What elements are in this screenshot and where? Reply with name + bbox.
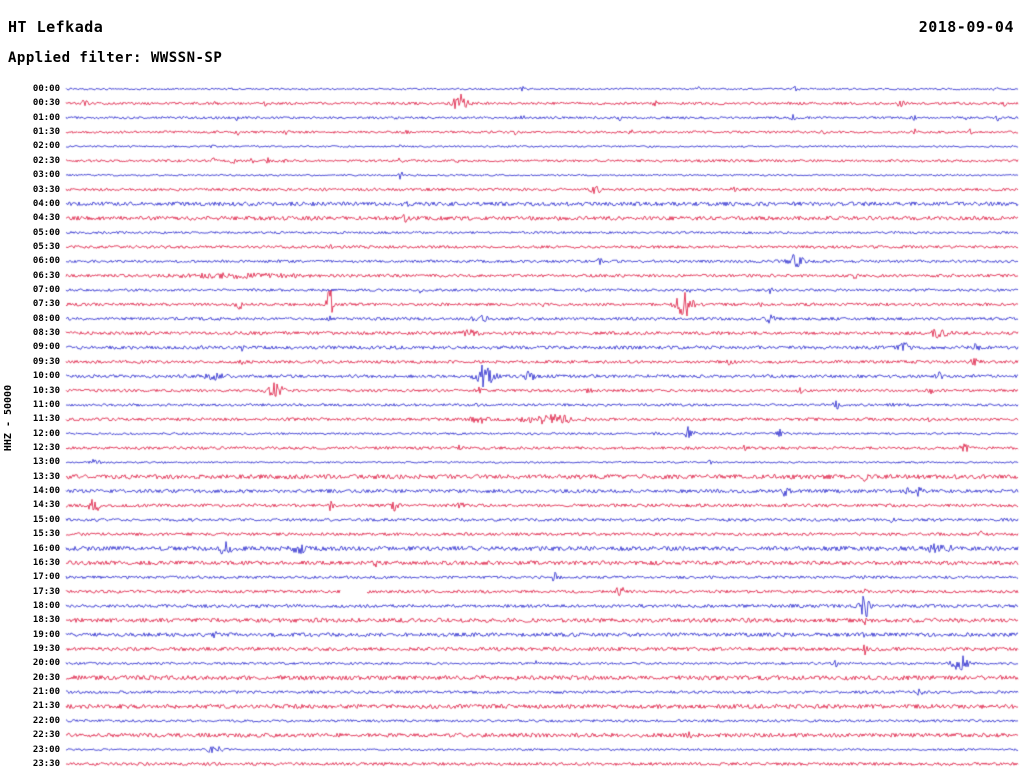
time-label: 19:30 — [32, 644, 60, 655]
time-label: 13:00 — [32, 457, 60, 468]
filter-label: Applied filter: WWSSN-SP — [8, 50, 223, 66]
time-label: 05:30 — [32, 241, 60, 252]
time-label: 11:00 — [32, 399, 60, 410]
time-label: 20:00 — [32, 658, 60, 669]
time-label: 07:00 — [32, 285, 60, 296]
time-label: 09:30 — [32, 356, 60, 367]
time-label: 07:30 — [32, 299, 60, 310]
time-label: 12:30 — [32, 443, 60, 453]
time-label: 15:30 — [32, 529, 60, 540]
time-label: 02:30 — [32, 155, 60, 166]
time-label: 04:30 — [32, 213, 60, 224]
time-label: 03:30 — [32, 184, 60, 195]
time-label: 18:30 — [32, 615, 60, 626]
time-label: 15:00 — [32, 514, 60, 525]
time-label: 16:30 — [32, 557, 60, 568]
time-label: 21:00 — [32, 687, 60, 698]
time-label: 17:00 — [32, 572, 60, 583]
time-label: 18:00 — [32, 600, 60, 611]
time-label: 02:00 — [32, 141, 60, 152]
time-label: 14:30 — [32, 500, 60, 511]
time-label: 21:30 — [32, 701, 60, 712]
time-label: 12:00 — [32, 428, 60, 439]
time-label: 10:00 — [32, 371, 60, 382]
time-label: 14:00 — [32, 486, 60, 497]
time-label: 06:30 — [32, 270, 60, 281]
time-label: 01:00 — [32, 112, 60, 123]
y-axis-label: HHZ - 50000 — [3, 384, 14, 452]
time-label: 19:00 — [32, 629, 60, 640]
time-label: 00:30 — [32, 98, 60, 109]
time-label: 08:00 — [32, 313, 60, 324]
time-label: 00:00 — [32, 84, 60, 94]
time-label: 01:30 — [32, 127, 60, 138]
time-label: 03:00 — [32, 170, 60, 181]
time-label: 13:30 — [32, 471, 60, 482]
time-label: 11:30 — [32, 414, 60, 425]
time-label: 04:00 — [32, 198, 60, 209]
time-label: 23:00 — [32, 744, 60, 755]
time-label: 22:30 — [32, 730, 60, 741]
time-label: 17:30 — [32, 586, 60, 597]
time-label: 10:30 — [32, 385, 60, 396]
time-label: 20:30 — [32, 672, 60, 683]
time-label: 23:30 — [32, 758, 60, 769]
date-label: 2018-09-04 — [918, 18, 1014, 36]
station-title: HT Lefkada — [8, 18, 104, 36]
time-label: 06:00 — [32, 256, 60, 267]
time-label: 16:00 — [32, 543, 60, 554]
time-label: 08:30 — [32, 328, 60, 339]
time-label: 05:00 — [32, 227, 60, 238]
time-label: 09:00 — [32, 342, 60, 353]
time-label: 22:00 — [32, 715, 60, 726]
